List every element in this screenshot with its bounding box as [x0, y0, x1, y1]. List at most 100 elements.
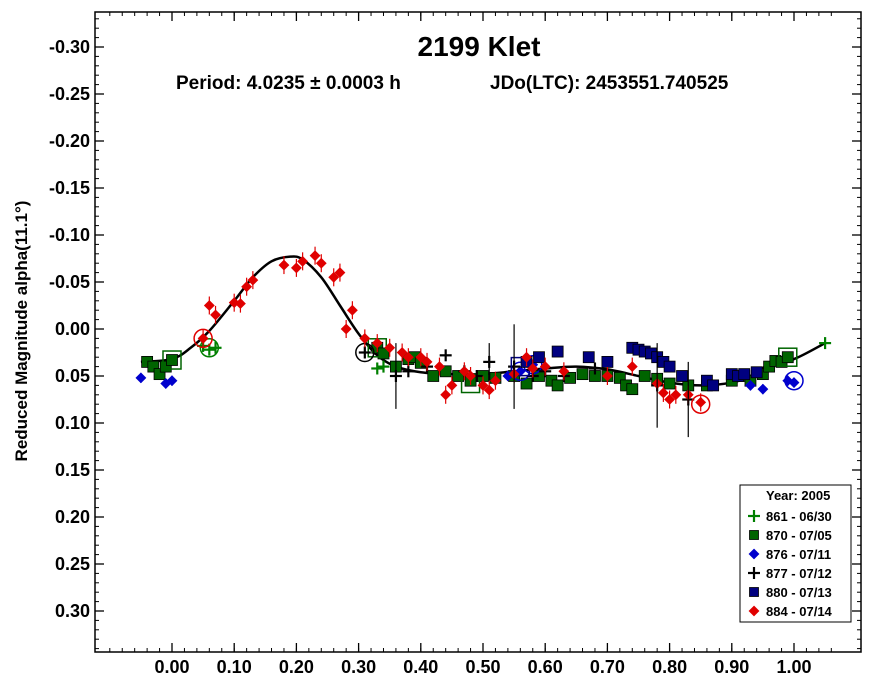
x-tick-label: 0.10 — [217, 657, 252, 677]
data-point — [626, 361, 638, 373]
data-point — [297, 255, 309, 267]
data-point — [477, 379, 489, 391]
y-axis-label: Reduced Magnitude alpha(11.1°) — [12, 201, 31, 462]
data-point — [439, 349, 452, 362]
y-axis: -0.30 -0.25 -0.20 -0.15 -0.10 -0.05 0.00 0.05 0.… — [49, 18, 861, 650]
x-tick-label: 0.00 — [154, 657, 189, 677]
x-tick-label: 0.80 — [652, 657, 687, 677]
legend-marker — [748, 548, 760, 560]
data-point — [676, 370, 688, 382]
data-point — [781, 351, 794, 364]
x-tick-label: 0.90 — [714, 657, 749, 677]
data-point — [384, 342, 396, 354]
data-point — [241, 281, 253, 293]
x-tick-label: 1.00 — [776, 657, 811, 677]
legend-entry: 876 - 07/11 — [766, 547, 831, 562]
highlight-ring — [690, 394, 711, 414]
series-5 — [193, 246, 711, 414]
fit-curve — [140, 255, 826, 387]
data-point — [359, 332, 371, 344]
data-point — [707, 379, 720, 392]
data-point — [663, 377, 676, 390]
highlight-ring — [199, 338, 220, 358]
plot-frame — [94, 11, 862, 653]
data-point — [558, 365, 570, 377]
data-point — [446, 379, 458, 391]
highlight-ring — [778, 347, 798, 367]
data-point — [210, 309, 221, 321]
data-point — [670, 389, 682, 401]
y-tick-label: 0.15 — [55, 460, 90, 480]
data-point — [166, 375, 178, 387]
data-point — [521, 351, 532, 363]
data-point — [601, 355, 614, 368]
data-point — [490, 375, 501, 387]
data-point — [695, 396, 707, 408]
data-point — [358, 346, 371, 359]
data-point — [371, 362, 384, 375]
data-point — [576, 368, 589, 381]
x-axis: 0.00 0.10 0.20 0.30 0.40 0.50 0.60 0.70 0.80 0.90… — [109, 12, 832, 677]
x-tick-label: 0.20 — [279, 657, 314, 677]
data-point — [309, 250, 321, 262]
y-tick-label: -0.20 — [49, 131, 90, 151]
legend-title: Year: 2005 — [766, 488, 830, 503]
data-point — [147, 360, 160, 373]
y-tick-label: 0.05 — [55, 366, 90, 386]
data-point — [427, 370, 440, 382]
legend-entry: 880 - 07/13 — [766, 585, 832, 600]
y-tick-label: -0.15 — [49, 178, 90, 198]
data-point — [153, 368, 166, 381]
data-point — [346, 304, 358, 316]
epoch-subtitle: JDo(LTC): 2453551.740525 — [490, 73, 729, 94]
data-point — [315, 257, 327, 269]
data-points — [135, 246, 832, 438]
data-point — [421, 356, 433, 368]
data-point — [663, 360, 676, 373]
data-point — [626, 383, 639, 396]
y-tick-label: -0.10 — [49, 225, 90, 245]
x-tick-label: 0.60 — [528, 657, 563, 677]
data-point — [415, 351, 427, 363]
data-point — [551, 379, 564, 392]
period-subtitle: Period: 4.0235 ± 0.0003 h — [176, 73, 401, 94]
data-point — [601, 370, 613, 382]
data-point — [197, 332, 209, 344]
data-point — [527, 363, 539, 374]
data-point — [290, 262, 302, 274]
data-point — [750, 366, 763, 379]
chart-title: 2199 Klet — [418, 31, 541, 62]
data-point — [371, 337, 383, 349]
data-point — [402, 351, 414, 363]
highlight-ring — [193, 328, 213, 349]
data-point — [465, 370, 476, 382]
data-point — [377, 360, 390, 373]
y-tick-label: -0.25 — [49, 84, 90, 104]
x-tick-label: 0.30 — [341, 657, 376, 677]
legend-entry: 861 - 06/30 — [766, 509, 832, 524]
data-point — [483, 384, 495, 396]
y-tick-label: 0.10 — [55, 413, 90, 433]
y-tick-label: 0.00 — [55, 319, 90, 339]
data-point — [551, 345, 564, 358]
x-tick-label: 0.50 — [465, 657, 500, 677]
highlight-ring — [162, 350, 182, 370]
legend-marker — [749, 587, 759, 597]
y-tick-label: 0.30 — [55, 601, 90, 621]
data-point — [159, 360, 172, 373]
legend-marker — [748, 510, 760, 522]
data-point — [757, 383, 769, 395]
y-tick-label: -0.05 — [49, 272, 90, 292]
data-point — [166, 354, 178, 366]
legend: Year: 2005 861 - 06/30 870 - 07/05 876 - 0… — [739, 484, 852, 623]
data-point — [745, 379, 756, 391]
data-point — [533, 351, 545, 364]
data-point — [588, 362, 601, 375]
data-point — [440, 389, 452, 401]
data-point — [402, 365, 415, 378]
data-point — [278, 259, 290, 271]
fit-curve-line — [140, 255, 826, 387]
data-point — [234, 298, 246, 310]
data-point — [377, 347, 390, 360]
